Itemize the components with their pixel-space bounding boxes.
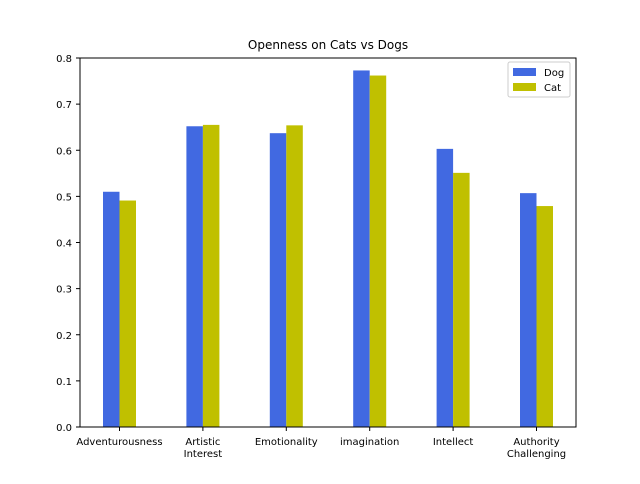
x-tick-label: Emotionality — [255, 437, 318, 448]
legend: Dog Cat — [507, 61, 571, 98]
bar-cat-0 — [119, 200, 136, 427]
legend-swatch-dog — [513, 68, 536, 76]
x-tick-label: Artistic — [185, 437, 220, 448]
y-tick-label: 0.3 — [56, 285, 72, 296]
bar-cat-3 — [369, 75, 387, 427]
y-tick-label: 0.5 — [56, 192, 72, 203]
legend-swatch-cat — [513, 83, 536, 91]
y-tick-label: 0.4 — [56, 239, 72, 250]
plot-frame — [79, 57, 577, 428]
bar-dog-4 — [436, 148, 454, 427]
bar-dog-2 — [269, 133, 287, 427]
bar-cat-5 — [536, 206, 553, 427]
y-tick-label: 0.6 — [56, 146, 72, 157]
x-tick-label: Intellect — [433, 437, 474, 448]
legend-label-dog: Dog — [544, 68, 564, 79]
y-tick-label: 0.2 — [56, 331, 72, 342]
bar-dog-5 — [520, 193, 537, 427]
y-tick-label: 0.7 — [56, 100, 72, 111]
bar-cat-1 — [202, 124, 220, 427]
bar-cat-2 — [286, 125, 303, 427]
x-tick-label: Authority — [513, 437, 559, 448]
y-tick-label: 0.8 — [56, 54, 72, 65]
y-tick-label: 0.0 — [56, 423, 72, 434]
x-tick-label: Challenging — [507, 449, 566, 460]
legend-label-cat: Cat — [544, 83, 561, 94]
bar-cat-4 — [453, 172, 470, 427]
x-tick-label: Interest — [184, 449, 223, 460]
bars-layer — [103, 70, 553, 428]
bar-dog-3 — [353, 70, 370, 428]
y-tick-label: 0.1 — [56, 377, 72, 388]
bar-dog-1 — [186, 126, 203, 427]
axes-layer: 0.0 0.1 0.2 0.3 0.4 0.5 0.6 0.7 0.8 Adventurousne… — [56, 54, 577, 460]
x-tick-label: Adventurousness — [76, 437, 162, 448]
chart-title: Openness on Cats vs Dogs — [248, 38, 408, 52]
x-tick-label: imagination — [340, 437, 399, 448]
bar-dog-0 — [103, 191, 120, 427]
